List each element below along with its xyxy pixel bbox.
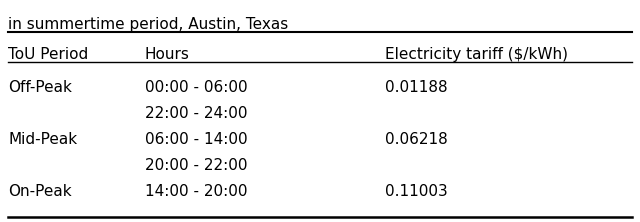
Text: 06:00 - 14:00: 06:00 - 14:00 [145, 132, 248, 147]
Text: Electricity tariff ($/kWh): Electricity tariff ($/kWh) [385, 47, 568, 62]
Text: ToU Period: ToU Period [8, 47, 88, 62]
Text: 0.11003: 0.11003 [385, 184, 448, 199]
Text: in summertime period, Austin, Texas: in summertime period, Austin, Texas [8, 17, 288, 32]
Text: 0.01188: 0.01188 [385, 80, 447, 95]
Text: 20:00 - 22:00: 20:00 - 22:00 [145, 158, 248, 173]
Text: 22:00 - 24:00: 22:00 - 24:00 [145, 106, 248, 121]
Text: 14:00 - 20:00: 14:00 - 20:00 [145, 184, 248, 199]
Text: 00:00 - 06:00: 00:00 - 06:00 [145, 80, 248, 95]
Text: Mid-Peak: Mid-Peak [8, 132, 77, 147]
Text: 0.06218: 0.06218 [385, 132, 448, 147]
Text: On-Peak: On-Peak [8, 184, 72, 199]
Text: Off-Peak: Off-Peak [8, 80, 72, 95]
Text: Hours: Hours [145, 47, 190, 62]
